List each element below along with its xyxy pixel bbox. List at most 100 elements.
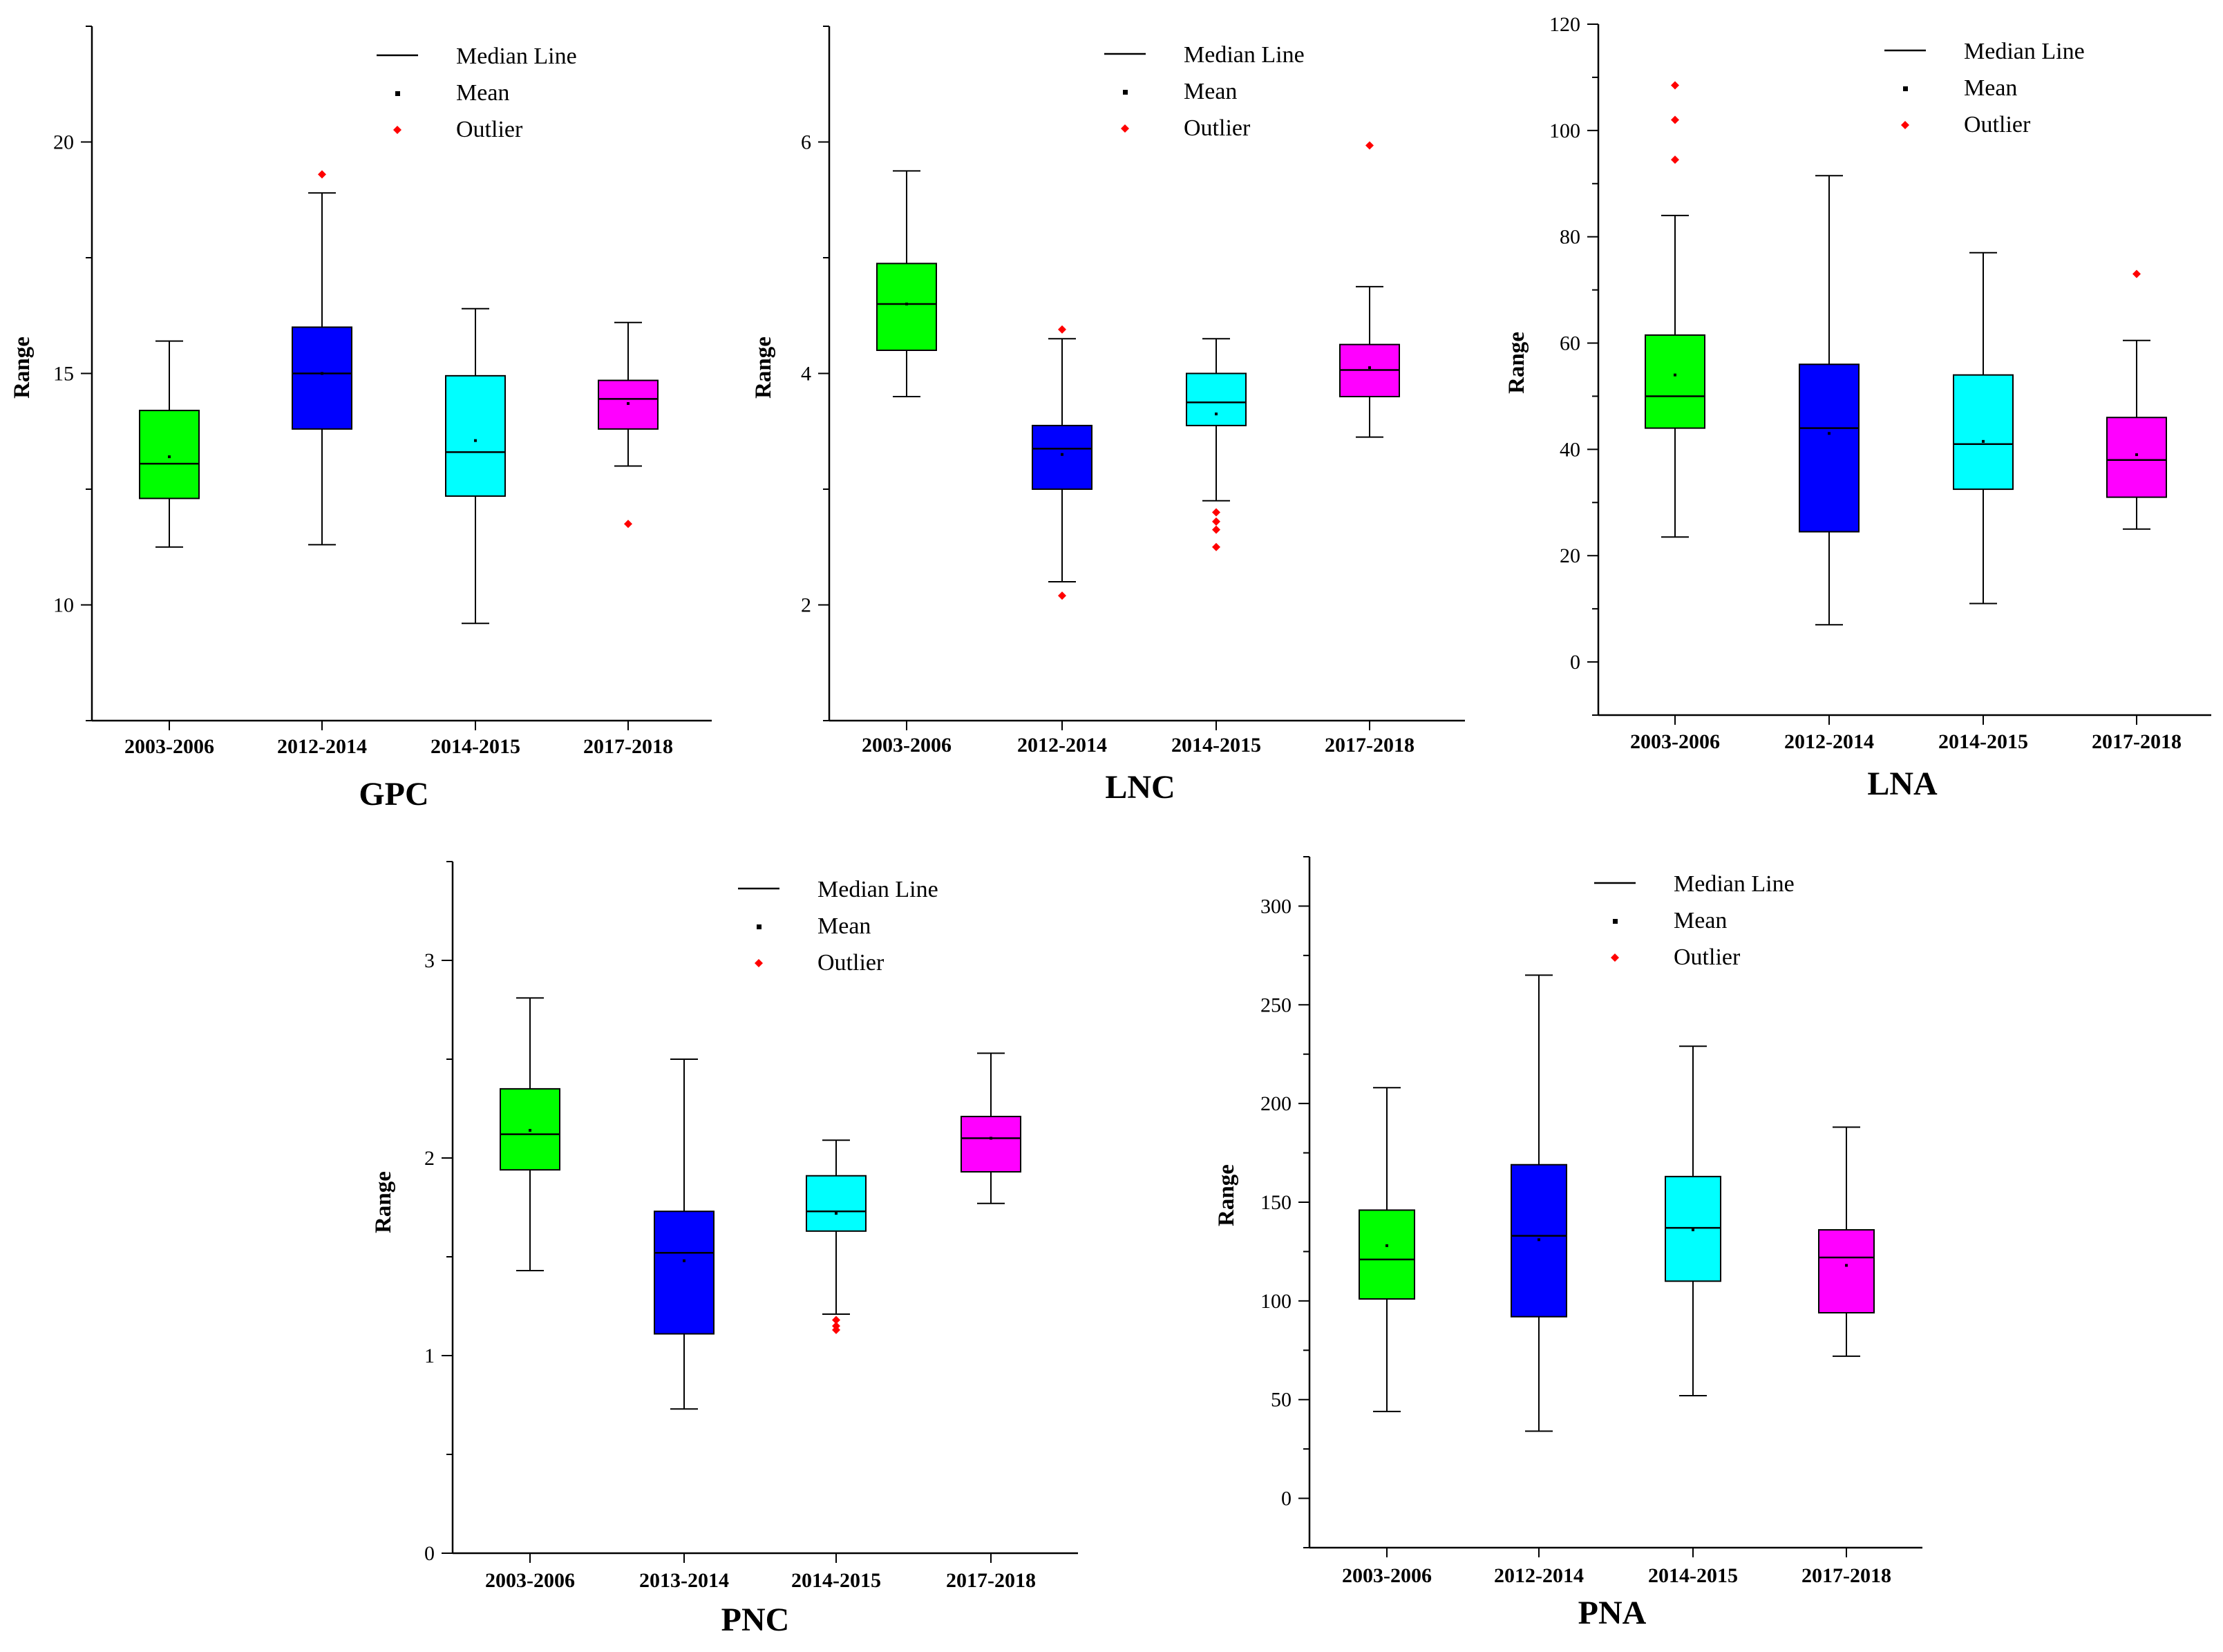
y-tick-label: 120 (1549, 13, 1580, 36)
box-2014-2015 (1953, 374, 2014, 491)
mean-marker (905, 303, 908, 305)
y-tick-label: 0 (424, 1542, 435, 1565)
y-tick-label: 2 (424, 1147, 435, 1170)
mean-marker (1368, 366, 1371, 370)
y-tick-label: 1 (424, 1345, 435, 1367)
box-2017-2018 (2106, 417, 2167, 498)
x-category-label: 2017-2018 (1801, 1564, 1891, 1587)
chart-pnc-svg: 0 1 2 3 2003-2006 2013-2014 2014-2015 2017-2018… (371, 861, 1078, 1638)
legend-outlier-swatch (1121, 124, 1129, 133)
y-axis-label: Range (1504, 332, 1529, 394)
chart-pna: 0 50 100 150 200 250 300 2003-2006 2012-2014 2014… (1175, 829, 1935, 1649)
outlier-marker (1212, 542, 1220, 551)
chart-title: PNA (1578, 1595, 1647, 1631)
legend-outlier-swatch (755, 959, 763, 967)
x-category-label: 2014-2015 (791, 1569, 881, 1592)
chart-lna: 0 20 40 60 80 100 120 2003-2006 2012-2014 2014-20… (1493, 0, 2223, 829)
x-category-label: 2014-2015 (1938, 730, 2028, 753)
x-category-label: 2017-2018 (1325, 734, 1415, 757)
box-2017-2018 (1818, 1229, 1875, 1313)
chart-gpc: 10 15 20 2003-2006 2012-2014 2014-2015 2017-20… (0, 0, 746, 829)
legend-mean-swatch (1613, 919, 1618, 924)
y-axis-label: Range (751, 336, 776, 399)
legend-median-label: Median Line (1964, 39, 2085, 64)
y-tick-label: 80 (1560, 226, 1580, 249)
y-tick-label: 10 (53, 594, 74, 617)
x-category-label: 2013-2014 (639, 1569, 729, 1592)
legend-outlier-label: Outlier (817, 950, 885, 976)
x-category-label: 2017-2018 (583, 735, 673, 758)
y-tick-label: 100 (1260, 1290, 1292, 1313)
y-tick-label: 100 (1549, 120, 1580, 142)
chart-gpc-svg: 10 15 20 2003-2006 2012-2014 2014-2015 2017-20… (10, 26, 712, 813)
legend-median-label: Median Line (1674, 871, 1795, 897)
mean-marker (168, 455, 171, 459)
box-2012-2014 (292, 326, 352, 430)
box-2014-2015 (806, 1175, 867, 1232)
mean-marker (683, 1259, 685, 1262)
box-2003-2006 (1359, 1209, 1415, 1300)
x-category-label: 2017-2018 (2092, 730, 2182, 753)
y-tick-label: 60 (1560, 332, 1580, 355)
outlier-marker (1212, 517, 1220, 526)
box-2013-2014 (654, 1210, 715, 1335)
mean-marker (529, 1128, 531, 1132)
legend-outlier-label: Outlier (1184, 115, 1251, 141)
x-category-label: 2003-2006 (485, 1569, 575, 1592)
mean-marker (474, 439, 477, 442)
outlier-marker (624, 520, 632, 529)
box-2017-2018 (961, 1115, 1021, 1173)
y-tick-label: 3 (424, 949, 435, 972)
chart-title: LNC (1105, 769, 1175, 806)
x-category-label: 2012-2014 (1784, 730, 1874, 753)
outlier-marker (1058, 325, 1066, 334)
y-tick-label: 0 (1281, 1488, 1292, 1510)
mean-marker (1538, 1238, 1540, 1242)
outlier-marker (2132, 269, 2141, 278)
y-axis-label: Range (1214, 1164, 1239, 1226)
mean-marker (1385, 1244, 1388, 1247)
y-tick-label: 6 (801, 131, 811, 154)
y-axis-label: Range (10, 336, 35, 399)
legend-outlier-label: Outlier (1964, 112, 2031, 137)
legend-mean-swatch (1123, 90, 1128, 95)
legend-mean-swatch (757, 924, 762, 929)
box-2012-2014 (1799, 363, 1860, 533)
y-tick-label: 200 (1260, 1092, 1292, 1115)
y-tick-label: 150 (1260, 1191, 1292, 1214)
y-tick-label: 4 (801, 363, 811, 386)
legend-median-label: Median Line (1184, 42, 1305, 68)
chart-lnc-svg: 2 4 6 2003-2006 2012-2014 2014-2015 2017-2018 R… (751, 26, 1465, 806)
outlier-marker (832, 1316, 840, 1325)
legend-mean-label: Mean (456, 80, 509, 106)
mean-marker (1061, 453, 1063, 456)
legend-median-label: Median Line (456, 44, 577, 69)
y-tick-label: 40 (1560, 438, 1580, 461)
x-category-label: 2003-2006 (1342, 1564, 1432, 1587)
x-category-label: 2003-2006 (1630, 730, 1720, 753)
mean-marker (1982, 439, 1985, 443)
outlier-marker (1671, 81, 1679, 90)
box-2014-2015 (445, 374, 506, 497)
legend-outlier-swatch (393, 126, 401, 134)
mean-marker (990, 1137, 992, 1140)
chart-title: LNA (1867, 766, 1938, 802)
legend-outlier-label: Outlier (456, 117, 523, 142)
y-tick-label: 300 (1260, 895, 1292, 918)
y-tick-label: 20 (1560, 544, 1580, 567)
mean-marker (1692, 1228, 1694, 1231)
box-2012-2014 (1032, 424, 1092, 490)
box-2003-2006 (1645, 334, 1705, 429)
outlier-marker (318, 170, 326, 179)
y-tick-label: 15 (53, 363, 74, 386)
x-category-label: 2012-2014 (277, 735, 367, 758)
legend-mean-label: Mean (1964, 75, 2017, 101)
y-axis-label: Range (371, 1171, 396, 1233)
mean-marker (627, 402, 630, 406)
legend-outlier-swatch (1611, 953, 1619, 962)
x-category-label: 2014-2015 (431, 735, 520, 758)
legend-median-label: Median Line (817, 877, 938, 902)
legend-outlier-label: Outlier (1674, 944, 1741, 970)
box-2003-2006 (139, 410, 200, 500)
outlier-marker (1365, 141, 1374, 150)
